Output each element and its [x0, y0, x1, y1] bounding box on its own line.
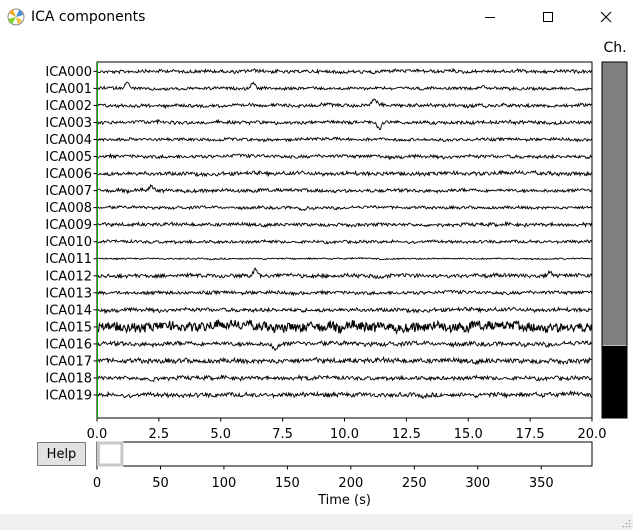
time-tick-label: 12.5 [392, 427, 421, 442]
channel-tick-labels: ICA000 ICA001 ICA002 ICA003 ICA004 ICA005 ICA0… [45, 65, 97, 404]
channel-label-ica014[interactable]: ICA014 [45, 303, 92, 318]
time-tick-label: 5.0 [210, 427, 231, 442]
trace-ica014 [96, 306, 593, 315]
trace-ica004 [96, 136, 593, 143]
minimize-icon [485, 17, 495, 18]
time-tick-label: 15.0 [454, 427, 483, 442]
status-bar [0, 514, 633, 530]
time-scroll-tick-label: 100 [212, 476, 237, 491]
channel-label-ica010[interactable]: ICA010 [45, 235, 92, 250]
channel-label-ica004[interactable]: ICA004 [45, 133, 92, 148]
time-window-indicator[interactable] [97, 441, 124, 467]
ica-traces [96, 67, 593, 400]
channel-label-ica008[interactable]: ICA008 [45, 201, 92, 216]
trace-ica009 [96, 220, 593, 229]
close-icon [600, 11, 612, 23]
trace-ica011 [96, 256, 593, 261]
trace-ica006 [96, 169, 593, 178]
trace-ica003 [96, 118, 593, 130]
title-bar[interactable]: ICA components [0, 0, 633, 34]
matplotlib-icon [7, 8, 25, 26]
time-axis-label: Time (s) [317, 493, 371, 508]
time-scroll-tick-label: 200 [338, 476, 363, 491]
ica-figure-canvas[interactable]: ICA000 ICA001 ICA002 ICA003 ICA004 ICA005 ICA0… [0, 34, 633, 514]
channel-scrollbar-thumb[interactable] [602, 62, 627, 346]
trace-ica012 [96, 266, 593, 280]
channel-label-ica015[interactable]: ICA015 [45, 320, 92, 335]
trace-ica008 [96, 204, 593, 212]
channel-label-ica001[interactable]: ICA001 [45, 82, 92, 97]
channel-label-ica002[interactable]: ICA002 [45, 99, 92, 114]
maximize-button[interactable] [519, 0, 577, 34]
time-tick-label: 2.5 [149, 427, 170, 442]
time-scroll-tick-label: 350 [529, 476, 554, 491]
time-scrollbar-tick-labels: 0 50 100 150 200 250 300 350 [93, 466, 554, 491]
channel-scrollbar-remaining [602, 346, 627, 418]
window-title: ICA components [31, 9, 146, 25]
channel-label-ica018[interactable]: ICA018 [45, 371, 92, 386]
trace-ica013 [96, 289, 593, 297]
time-tick-label: 20.0 [578, 427, 607, 442]
channel-scrollbar-label: Ch. [603, 40, 626, 56]
channel-label-ica013[interactable]: ICA013 [45, 286, 92, 301]
time-scroll-tick-label: 0 [93, 476, 101, 491]
time-scrollbar-axes[interactable]: 0 50 100 150 200 250 300 350 Time (s) [93, 441, 593, 508]
trace-ica007 [96, 183, 593, 195]
close-button[interactable] [577, 0, 633, 34]
channel-scrollbar[interactable]: Ch. [601, 40, 628, 419]
trace-ica010 [96, 238, 593, 245]
channel-label-ica006[interactable]: ICA006 [45, 167, 92, 182]
trace-ica001 [96, 81, 593, 92]
trace-ica019 [96, 390, 593, 400]
time-scrollbar-frame[interactable] [96, 441, 593, 467]
trace-ica002 [96, 98, 593, 110]
channel-label-ica016[interactable]: ICA016 [45, 337, 92, 352]
help-button[interactable]: Help [37, 442, 86, 466]
size-grip-icon[interactable] [621, 518, 631, 528]
channel-label-ica011[interactable]: ICA011 [45, 252, 92, 267]
channel-label-ica007[interactable]: ICA007 [45, 184, 92, 199]
time-tick-label: 0.0 [87, 427, 108, 442]
channel-label-ica017[interactable]: ICA017 [45, 354, 92, 369]
channel-label-ica005[interactable]: ICA005 [45, 150, 92, 165]
channel-label-ica009[interactable]: ICA009 [45, 218, 92, 233]
time-scroll-tick-label: 300 [465, 476, 490, 491]
time-scroll-tick-label: 50 [152, 476, 169, 491]
trace-ica017 [96, 355, 593, 366]
maximize-icon [543, 12, 553, 22]
channel-label-ica019[interactable]: ICA019 [45, 389, 92, 404]
trace-ica015 [96, 318, 593, 335]
time-tick-labels: 0.0 2.5 5.0 7.5 10.0 12.5 15.0 17.5 20.0 [87, 418, 607, 442]
channel-label-ica012[interactable]: ICA012 [45, 269, 92, 284]
trace-ica000 [96, 67, 593, 75]
time-tick-label: 17.5 [516, 427, 545, 442]
traces-axes-frame [96, 61, 593, 419]
time-tick-label: 10.0 [330, 427, 359, 442]
channel-label-ica003[interactable]: ICA003 [45, 116, 92, 131]
channel-label-ica000[interactable]: ICA000 [45, 65, 92, 80]
trace-ica016 [96, 339, 593, 352]
trace-ica018 [96, 374, 593, 383]
minimize-button[interactable] [461, 0, 519, 34]
trace-ica005 [96, 152, 593, 161]
time-scroll-tick-label: 250 [402, 476, 427, 491]
time-tick-label: 7.5 [272, 427, 293, 442]
ica-traces-axes[interactable]: ICA000 ICA001 ICA002 ICA003 ICA004 ICA005 ICA0… [45, 61, 607, 442]
time-scroll-tick-label: 150 [275, 476, 300, 491]
